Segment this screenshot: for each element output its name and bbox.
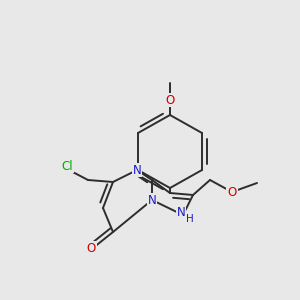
Text: H: H xyxy=(186,214,194,224)
Text: O: O xyxy=(227,185,237,199)
Text: O: O xyxy=(165,94,175,106)
Text: Cl: Cl xyxy=(61,160,73,172)
Text: N: N xyxy=(133,164,141,176)
Text: N: N xyxy=(148,194,156,206)
Text: N: N xyxy=(177,206,185,218)
Text: O: O xyxy=(86,242,96,254)
